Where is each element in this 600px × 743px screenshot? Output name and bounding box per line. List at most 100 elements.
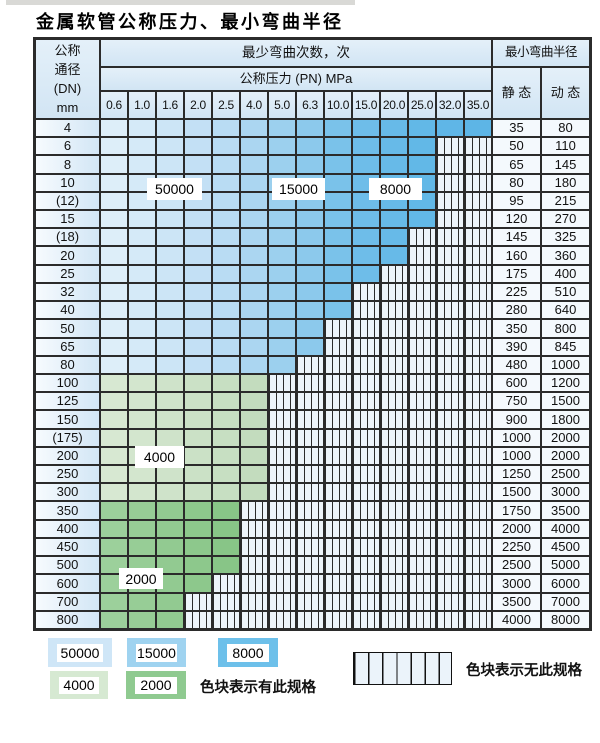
dn-cell: 40 (35, 301, 100, 319)
dn-cell: (18) (35, 228, 100, 246)
dn-cell: 6 (35, 137, 100, 155)
available-cell (184, 137, 212, 155)
unavailable-cell (408, 556, 436, 574)
available-cell (212, 447, 240, 465)
pressure-col-header: 2.5 (212, 91, 240, 119)
unavailable-cell (380, 611, 408, 629)
unavailable-cell (296, 483, 324, 501)
unavailable-cell (324, 319, 352, 338)
unavailable-cell (268, 574, 296, 593)
unavailable-cell (240, 556, 268, 574)
dn-cell: 32 (35, 283, 100, 301)
legend-swatch-label: 4000 (59, 676, 99, 694)
available-cell (352, 210, 380, 228)
unavailable-cell (240, 501, 268, 520)
available-cell (296, 155, 324, 174)
available-cell (100, 192, 128, 210)
available-cell (184, 155, 212, 174)
dn-cell: (175) (35, 429, 100, 447)
unavailable-cell (436, 356, 464, 374)
available-cell (240, 301, 268, 319)
available-cell (100, 356, 128, 374)
available-cell (324, 155, 352, 174)
unavailable-cell (380, 392, 408, 410)
available-cell (156, 155, 184, 174)
available-cell (156, 538, 184, 556)
dn-column-header: 公称 通径 (DN) mm (35, 39, 100, 119)
unavailable-cell (296, 465, 324, 483)
available-cell (100, 611, 128, 629)
available-cell (128, 283, 156, 301)
available-cell (100, 410, 128, 429)
available-cell (100, 155, 128, 174)
available-cell (156, 246, 184, 265)
unavailable-cell (268, 538, 296, 556)
available-cell (184, 283, 212, 301)
available-cell (212, 119, 240, 137)
legend-swatch-15000: 15000 (127, 638, 186, 667)
static-value-cell: 280 (492, 301, 541, 319)
unavailable-cell (380, 593, 408, 611)
unavailable-cell (352, 374, 380, 392)
band-label-15000: 15000 (272, 178, 325, 200)
available-cell (100, 246, 128, 265)
available-cell (408, 210, 436, 228)
available-cell (128, 410, 156, 429)
static-value-cell: 350 (492, 319, 541, 338)
unavailable-cell (436, 447, 464, 465)
available-cell (464, 119, 492, 137)
available-cell (100, 429, 128, 447)
unavailable-cell (268, 374, 296, 392)
band-label-2000: 2000 (119, 568, 163, 589)
dn-cell: 150 (35, 410, 100, 429)
available-cell (296, 246, 324, 265)
dynamic-value-cell: 1200 (541, 374, 590, 392)
available-cell (100, 265, 128, 283)
dn-cell: 450 (35, 538, 100, 556)
available-cell (156, 338, 184, 356)
unavailable-cell (464, 319, 492, 338)
unavailable-cell (352, 301, 380, 319)
unavailable-cell (408, 338, 436, 356)
dynamic-value-cell: 400 (541, 265, 590, 283)
unavailable-cell (436, 374, 464, 392)
unavailable-cell (436, 174, 464, 192)
legend-hatch-swatch (353, 652, 452, 685)
available-cell (324, 265, 352, 283)
unavailable-cell (464, 192, 492, 210)
legend-swatch-4000: 4000 (50, 671, 108, 699)
available-cell (156, 483, 184, 501)
available-cell (184, 410, 212, 429)
unavailable-cell (380, 447, 408, 465)
available-cell (156, 392, 184, 410)
unavailable-cell (268, 556, 296, 574)
available-cell (184, 465, 212, 483)
unavailable-cell (324, 574, 352, 593)
unavailable-cell (436, 210, 464, 228)
available-cell (324, 192, 352, 210)
available-cell (128, 155, 156, 174)
static-value-cell: 175 (492, 265, 541, 283)
available-cell (212, 174, 240, 192)
unavailable-cell (352, 338, 380, 356)
unavailable-cell (212, 593, 240, 611)
available-cell (184, 338, 212, 356)
unavailable-cell (436, 429, 464, 447)
available-cell (128, 356, 156, 374)
available-cell (212, 465, 240, 483)
available-cell (156, 520, 184, 538)
available-cell (240, 465, 268, 483)
unavailable-cell (296, 538, 324, 556)
unavailable-cell (464, 501, 492, 520)
available-cell (100, 483, 128, 501)
unavailable-cell (436, 338, 464, 356)
dynamic-value-cell: 1500 (541, 392, 590, 410)
unavailable-cell (464, 520, 492, 538)
available-cell (268, 210, 296, 228)
static-value-cell: 4000 (492, 611, 541, 629)
available-cell (184, 356, 212, 374)
available-cell (100, 593, 128, 611)
unavailable-cell (268, 501, 296, 520)
unavailable-cell (436, 319, 464, 338)
pressure-col-header: 2.0 (184, 91, 212, 119)
